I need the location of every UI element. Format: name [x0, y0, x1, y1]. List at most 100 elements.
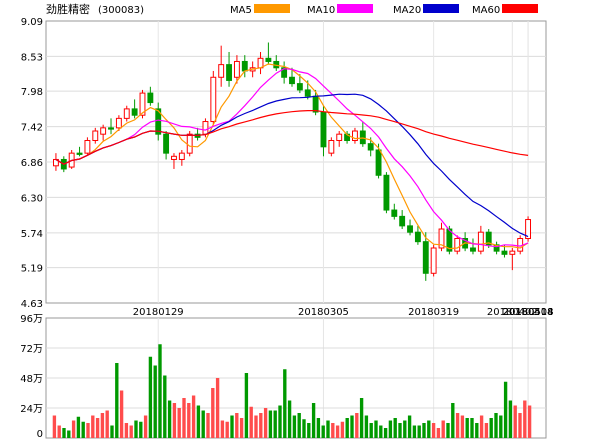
volume-bar: [191, 395, 196, 438]
candle-body: [438, 228, 445, 249]
volume-bar: [297, 413, 301, 438]
volume-bar: [91, 415, 95, 438]
volume-bar: [340, 421, 345, 438]
date-tick-label: 20180319: [408, 307, 459, 318]
candle-body: [296, 83, 303, 91]
legend-label-ma10: MA10: [307, 5, 335, 16]
volume-bar: [417, 425, 421, 438]
volume-bar: [345, 418, 349, 438]
volume-bar: [503, 381, 508, 438]
volume-bar: [446, 423, 450, 438]
volume-bar: [311, 403, 316, 438]
legend-swatch-ma5: [254, 4, 290, 13]
volume-bar: [182, 398, 186, 438]
volume-bar: [335, 425, 340, 438]
price-tick-label: 9.09: [21, 17, 43, 28]
volume-bar: [278, 405, 282, 438]
candle-body: [76, 152, 83, 155]
candle-body: [352, 130, 358, 142]
candle-body: [477, 231, 484, 252]
volume-bar: [268, 410, 273, 438]
candle-body: [407, 225, 413, 233]
volume-bar: [398, 423, 402, 438]
candle-body: [289, 76, 295, 85]
volume-bar: [235, 413, 239, 438]
candle-body: [155, 108, 162, 135]
candle-body: [265, 57, 272, 62]
volume-bar: [177, 408, 181, 438]
volume-bar: [86, 423, 90, 438]
candle-body: [328, 140, 335, 154]
candle-body: [375, 149, 382, 176]
volume-bar: [307, 423, 311, 438]
price-tick-label: 7.98: [21, 87, 43, 98]
volume-bar: [225, 421, 229, 438]
price-tick-label: 4.63: [21, 299, 43, 310]
volume-bar: [383, 428, 388, 438]
volume-bar: [148, 356, 153, 438]
volume-bar: [187, 403, 191, 438]
volume-bar: [422, 423, 426, 438]
volume-tick-label: 72万: [20, 344, 43, 355]
ma-legend: MA5 MA10 MA20 MA60: [230, 4, 538, 16]
ma60-line: [55, 109, 529, 165]
candle-body: [493, 244, 500, 252]
date-tick-label: 20180504: [503, 307, 554, 318]
volume-bar: [379, 425, 383, 438]
candle-body: [320, 111, 327, 148]
candle-body: [501, 250, 508, 255]
volume-bar: [139, 421, 143, 438]
volume-bar: [220, 420, 225, 438]
volume-bar: [287, 400, 292, 438]
candle-body: [430, 247, 437, 274]
candle-body: [336, 133, 343, 142]
volume-bar: [412, 425, 417, 438]
candle-body: [509, 250, 516, 255]
ma10-line: [55, 68, 529, 248]
candle-body: [84, 140, 91, 154]
volume-bar: [211, 388, 215, 438]
volume-bar: [273, 410, 277, 438]
candle-body: [92, 130, 99, 142]
candle-body: [383, 174, 390, 211]
volume-bar: [239, 418, 244, 438]
date-tick-label: 20180129: [133, 307, 184, 318]
volume-bar: [427, 420, 431, 438]
volume-bar: [206, 413, 210, 438]
volume-tick-label: 96万: [20, 314, 43, 325]
moving-average-lines: [55, 63, 529, 250]
volume-bar: [201, 410, 205, 438]
date-tick-label: 20180518: [503, 307, 554, 318]
price-grid: [46, 21, 546, 438]
volume-bar: [167, 400, 172, 438]
candle-body: [454, 238, 461, 252]
volume-bar: [143, 415, 148, 438]
volume-bar: [215, 378, 220, 438]
volume-bar: [196, 405, 201, 438]
volume-bar: [134, 420, 138, 438]
volume-bar: [436, 428, 441, 438]
volume-bar: [249, 406, 253, 438]
volume-bar: [81, 421, 85, 438]
volume-bar: [388, 420, 393, 438]
price-tick-label: 5.19: [21, 264, 43, 275]
candle-body: [485, 231, 492, 246]
candle-body: [367, 143, 374, 151]
volume-bar: [76, 416, 81, 438]
volume-tick-label: 48万: [20, 374, 43, 385]
volume-bar: [470, 418, 474, 438]
candle-body: [281, 67, 288, 78]
volume-bar: [331, 423, 335, 438]
volume-bar: [508, 400, 513, 438]
price-tick-label: 6.30: [21, 193, 43, 204]
volume-bar: [316, 418, 321, 438]
candle-body: [218, 64, 225, 78]
volume-bar: [110, 425, 114, 438]
volume-bar: [263, 408, 268, 438]
date-tick-label: 20180305: [298, 307, 349, 318]
volume-bar: [230, 415, 234, 438]
candle-body: [359, 130, 366, 145]
volume-bar: [431, 423, 436, 438]
volume-bar: [460, 415, 465, 438]
